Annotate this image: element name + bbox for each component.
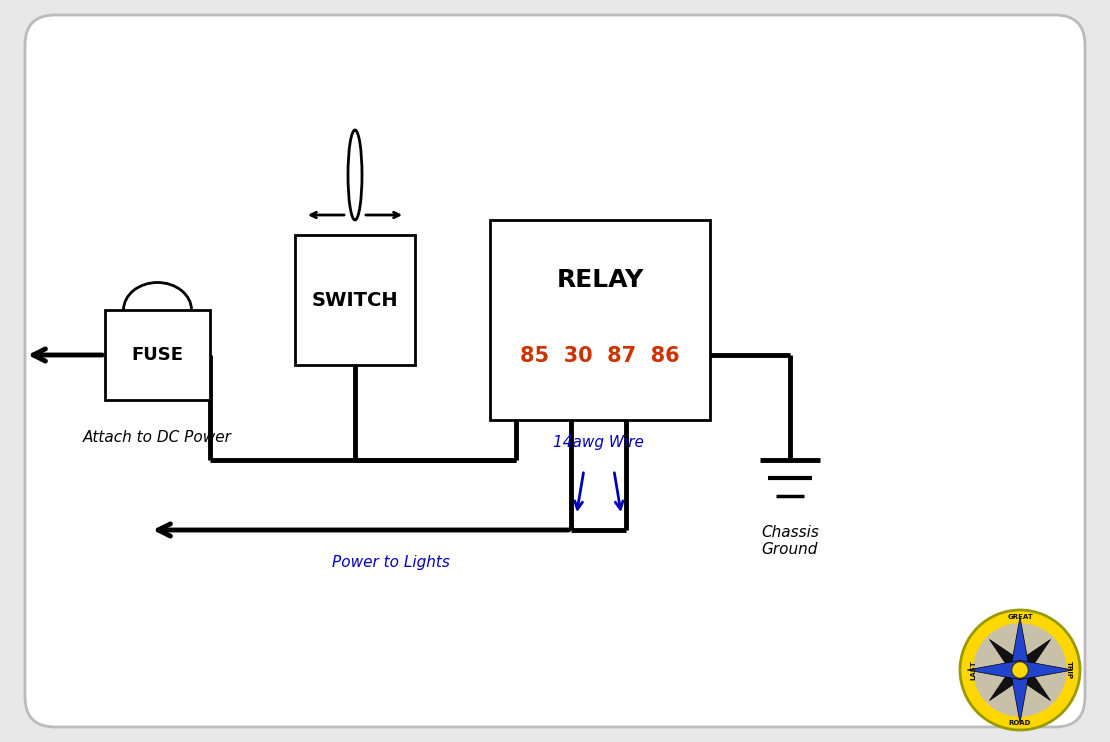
Polygon shape [1010,670,1030,723]
Text: 14awg Wire: 14awg Wire [554,435,644,450]
Text: LAST: LAST [970,660,976,680]
Bar [295,235,415,365]
Text: RELAY: RELAY [556,268,644,292]
Text: FUSE: FUSE [131,346,183,364]
Bar [105,310,210,400]
Polygon shape [989,664,1026,700]
Circle shape [973,623,1067,717]
Text: Chassis
Ground: Chassis Ground [761,525,819,557]
Text: GREAT: GREAT [1007,614,1033,620]
Text: Attach to DC Power: Attach to DC Power [83,430,232,445]
FancyBboxPatch shape [26,15,1084,727]
Circle shape [960,610,1080,730]
Text: SWITCH: SWITCH [312,291,398,309]
Ellipse shape [349,130,362,220]
Polygon shape [1015,640,1050,676]
Text: Power to Lights: Power to Lights [332,555,450,570]
Bar [490,220,710,420]
Polygon shape [967,660,1020,680]
Polygon shape [1020,660,1072,680]
Polygon shape [989,640,1026,676]
Text: TRIP: TRIP [1067,661,1072,679]
Circle shape [1011,662,1028,678]
Polygon shape [1010,617,1030,670]
Polygon shape [1015,664,1050,700]
Text: 85  30  87  86: 85 30 87 86 [521,346,679,366]
Text: ROAD: ROAD [1009,720,1031,726]
